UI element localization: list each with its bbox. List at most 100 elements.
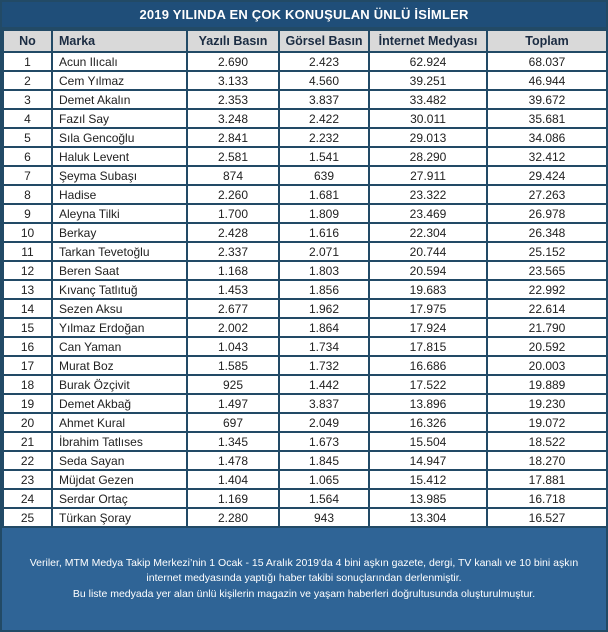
header-internet-medyasi: İnternet Medyası	[368, 29, 488, 53]
gorsel-basin-cell: 1.845	[278, 450, 370, 471]
toplam-cell: 35.681	[486, 108, 606, 129]
yazili-basin-cell: 1.168	[186, 260, 280, 281]
internet-medyasi-cell: 28.290	[368, 146, 488, 167]
internet-medyasi-cell: 13.896	[368, 393, 488, 414]
name-cell: Şeyma Subaşı	[51, 165, 188, 186]
gorsel-basin-cell: 1.065	[278, 469, 370, 490]
toplam-cell: 26.978	[486, 203, 606, 224]
rank-cell: 11	[2, 241, 53, 262]
toplam-cell: 26.348	[486, 222, 606, 243]
rank-cell: 15	[2, 317, 53, 338]
table-row: 21 İbrahim Tatlıses 1.345 1.673 15.504 18.522	[2, 431, 606, 452]
gorsel-basin-cell: 1.809	[278, 203, 370, 224]
name-cell: Hadise	[51, 184, 188, 205]
name-cell: İbrahim Tatlıses	[51, 431, 188, 452]
gorsel-basin-cell: 1.673	[278, 431, 370, 452]
name-cell: Aleyna Tilki	[51, 203, 188, 224]
table-row: 3 Demet Akalın 2.353 3.837 33.482 39.672	[2, 89, 606, 110]
internet-medyasi-cell: 29.013	[368, 127, 488, 148]
table-row: 19 Demet Akbağ 1.497 3.837 13.896 19.230	[2, 393, 606, 414]
rank-cell: 21	[2, 431, 53, 452]
name-cell: Sezen Aksu	[51, 298, 188, 319]
name-cell: Kıvanç Tatlıtuğ	[51, 279, 188, 300]
internet-medyasi-cell: 16.686	[368, 355, 488, 376]
internet-medyasi-cell: 16.326	[368, 412, 488, 433]
yazili-basin-cell: 1.497	[186, 393, 280, 414]
yazili-basin-cell: 1.043	[186, 336, 280, 357]
internet-medyasi-cell: 62.924	[368, 51, 488, 72]
yazili-basin-cell: 1.404	[186, 469, 280, 490]
table-row: 13 Kıvanç Tatlıtuğ 1.453 1.856 19.683 22.992	[2, 279, 606, 300]
internet-medyasi-cell: 17.815	[368, 336, 488, 357]
yazili-basin-cell: 1.345	[186, 431, 280, 452]
gorsel-basin-cell: 2.049	[278, 412, 370, 433]
yazili-basin-cell: 2.353	[186, 89, 280, 110]
table-row: 8 Hadise 2.260 1.681 23.322 27.263	[2, 184, 606, 205]
toplam-cell: 20.003	[486, 355, 606, 376]
gorsel-basin-cell: 3.837	[278, 89, 370, 110]
gorsel-basin-cell: 943	[278, 507, 370, 528]
internet-medyasi-cell: 17.522	[368, 374, 488, 395]
name-cell: Beren Saat	[51, 260, 188, 281]
yazili-basin-cell: 3.133	[186, 70, 280, 91]
gorsel-basin-cell: 1.734	[278, 336, 370, 357]
internet-medyasi-cell: 17.924	[368, 317, 488, 338]
gorsel-basin-cell: 2.422	[278, 108, 370, 129]
rank-cell: 5	[2, 127, 53, 148]
header-gorsel-basin: Görsel Basın	[278, 29, 370, 53]
table-row: 1 Acun Ilıcalı 2.690 2.423 62.924 68.037	[2, 51, 606, 72]
rank-cell: 9	[2, 203, 53, 224]
table-row: 12 Beren Saat 1.168 1.803 20.594 23.565	[2, 260, 606, 281]
yazili-basin-cell: 874	[186, 165, 280, 186]
header-no: No	[2, 29, 53, 53]
rank-cell: 14	[2, 298, 53, 319]
toplam-cell: 19.230	[486, 393, 606, 414]
internet-medyasi-cell: 23.322	[368, 184, 488, 205]
toplam-cell: 23.565	[486, 260, 606, 281]
gorsel-basin-cell: 2.232	[278, 127, 370, 148]
internet-medyasi-cell: 15.504	[368, 431, 488, 452]
yazili-basin-cell: 2.337	[186, 241, 280, 262]
table-row: 22 Seda Sayan 1.478 1.845 14.947 18.270	[2, 450, 606, 471]
toplam-cell: 29.424	[486, 165, 606, 186]
footer-note: Veriler, MTM Medya Takip Merkezi’nin 1 O…	[2, 528, 606, 630]
yazili-basin-cell: 2.677	[186, 298, 280, 319]
table-row: 6 Haluk Levent 2.581 1.541 28.290 32.412	[2, 146, 606, 167]
name-cell: Can Yaman	[51, 336, 188, 357]
gorsel-basin-cell: 1.803	[278, 260, 370, 281]
rank-cell: 12	[2, 260, 53, 281]
gorsel-basin-cell: 3.837	[278, 393, 370, 414]
name-cell: Tarkan Tevetoğlu	[51, 241, 188, 262]
table-row: 11 Tarkan Tevetoğlu 2.337 2.071 20.744 25.152	[2, 241, 606, 262]
internet-medyasi-cell: 20.594	[368, 260, 488, 281]
gorsel-basin-cell: 1.856	[278, 279, 370, 300]
name-cell: Yılmaz Erdoğan	[51, 317, 188, 338]
table-row: 4 Fazıl Say 3.248 2.422 30.011 35.681	[2, 108, 606, 129]
rank-cell: 6	[2, 146, 53, 167]
toplam-cell: 27.263	[486, 184, 606, 205]
toplam-cell: 19.889	[486, 374, 606, 395]
toplam-cell: 32.412	[486, 146, 606, 167]
rank-cell: 3	[2, 89, 53, 110]
table-row: 17 Murat Boz 1.585 1.732 16.686 20.003	[2, 355, 606, 376]
internet-medyasi-cell: 17.975	[368, 298, 488, 319]
internet-medyasi-cell: 13.304	[368, 507, 488, 528]
gorsel-basin-cell: 4.560	[278, 70, 370, 91]
internet-medyasi-cell: 39.251	[368, 70, 488, 91]
toplam-cell: 46.944	[486, 70, 606, 91]
header-toplam: Toplam	[486, 29, 606, 53]
gorsel-basin-cell: 1.962	[278, 298, 370, 319]
toplam-cell: 20.592	[486, 336, 606, 357]
table-row: 18 Burak Özçivit 925 1.442 17.522 19.889	[2, 374, 606, 395]
yazili-basin-cell: 2.428	[186, 222, 280, 243]
toplam-cell: 34.086	[486, 127, 606, 148]
yazili-basin-cell: 925	[186, 374, 280, 395]
toplam-cell: 16.718	[486, 488, 606, 509]
table-body: 1 Acun Ilıcalı 2.690 2.423 62.924 68.037 2 Cem …	[2, 51, 606, 528]
internet-medyasi-cell: 13.985	[368, 488, 488, 509]
gorsel-basin-cell: 1.442	[278, 374, 370, 395]
toplam-cell: 18.522	[486, 431, 606, 452]
name-cell: Seda Sayan	[51, 450, 188, 471]
table-row: 24 Serdar Ortaç 1.169 1.564 13.985 16.718	[2, 488, 606, 509]
name-cell: Müjdat Gezen	[51, 469, 188, 490]
